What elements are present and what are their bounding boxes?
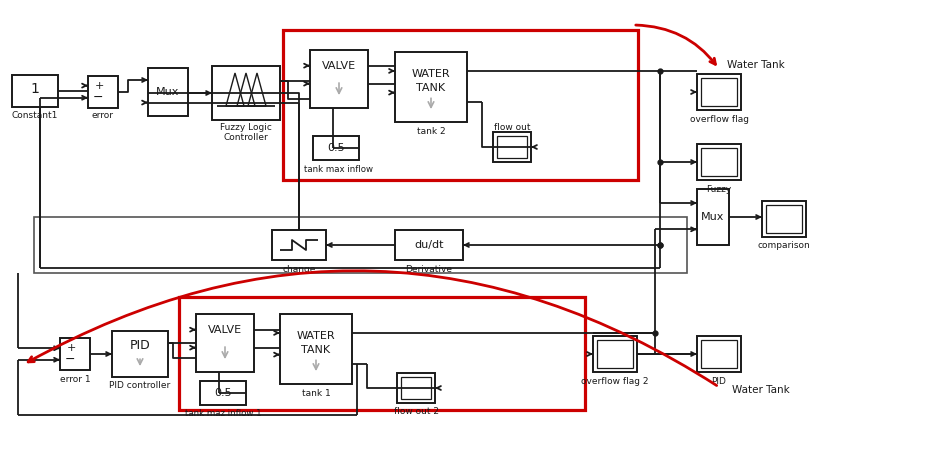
Text: VALVE: VALVE — [322, 61, 356, 71]
Bar — [179, 297, 585, 410]
Bar — [697, 189, 729, 245]
Text: tank max inflow: tank max inflow — [304, 165, 373, 173]
Bar — [88, 76, 118, 108]
Bar — [280, 314, 352, 384]
Text: overflow flag 2: overflow flag 2 — [582, 377, 649, 385]
Text: Mux: Mux — [157, 87, 179, 97]
Bar — [283, 30, 638, 180]
Text: +: + — [94, 81, 104, 91]
Text: tank 1: tank 1 — [302, 388, 330, 398]
Bar — [397, 373, 435, 403]
Text: flow out: flow out — [494, 122, 531, 132]
Text: −: − — [65, 353, 76, 366]
Bar — [697, 336, 741, 372]
Text: WATER: WATER — [412, 69, 450, 80]
Text: tank maz inflow 1: tank maz inflow 1 — [185, 410, 261, 418]
Text: tank 2: tank 2 — [416, 126, 446, 135]
Bar — [701, 340, 737, 368]
Bar — [697, 144, 741, 180]
Bar — [395, 230, 463, 260]
Bar — [34, 217, 687, 273]
Text: Controller: Controller — [224, 133, 268, 141]
Text: −: − — [93, 91, 103, 104]
Bar — [272, 230, 326, 260]
Text: du/dt: du/dt — [414, 240, 444, 250]
Text: Derivative: Derivative — [406, 265, 452, 273]
Text: flow out 2: flow out 2 — [394, 407, 439, 417]
Text: TANK: TANK — [416, 83, 446, 93]
Bar — [697, 74, 741, 110]
Bar — [401, 377, 431, 399]
Bar — [766, 205, 802, 233]
Bar — [200, 381, 246, 405]
Text: +: + — [66, 343, 76, 353]
Bar — [497, 136, 527, 158]
Text: WATER: WATER — [296, 332, 335, 341]
Bar — [701, 78, 737, 106]
Bar — [597, 340, 633, 368]
Text: change: change — [282, 265, 315, 273]
Bar — [762, 201, 806, 237]
Text: TANK: TANK — [301, 345, 330, 355]
Bar — [313, 136, 359, 160]
Text: 1: 1 — [30, 82, 40, 96]
Bar — [212, 66, 280, 120]
Text: PID: PID — [712, 377, 727, 385]
Text: PID controller: PID controller — [110, 381, 171, 391]
Text: overflow flag: overflow flag — [689, 114, 749, 124]
Text: error 1: error 1 — [59, 374, 91, 384]
Bar — [395, 52, 467, 122]
Bar — [112, 331, 168, 377]
Text: Mux: Mux — [701, 212, 725, 222]
Text: 0.5: 0.5 — [328, 143, 345, 153]
Bar — [593, 336, 637, 372]
Text: Fuzzy: Fuzzy — [706, 185, 732, 193]
Text: PID: PID — [129, 339, 150, 352]
Bar — [60, 338, 90, 370]
Bar — [493, 132, 531, 162]
Text: error: error — [92, 112, 114, 120]
Text: Water Tank: Water Tank — [727, 60, 784, 70]
Bar — [12, 75, 58, 107]
Bar — [310, 50, 368, 108]
Bar — [196, 314, 254, 372]
Text: Constant1: Constant1 — [12, 111, 59, 120]
Text: Water Tank: Water Tank — [733, 385, 790, 395]
Bar — [701, 148, 737, 176]
Text: Fuzzy Logic: Fuzzy Logic — [220, 124, 272, 133]
Text: comparison: comparison — [758, 241, 810, 251]
Text: 0.5: 0.5 — [214, 388, 232, 398]
Text: VALVE: VALVE — [208, 325, 242, 335]
Bar — [148, 68, 188, 116]
